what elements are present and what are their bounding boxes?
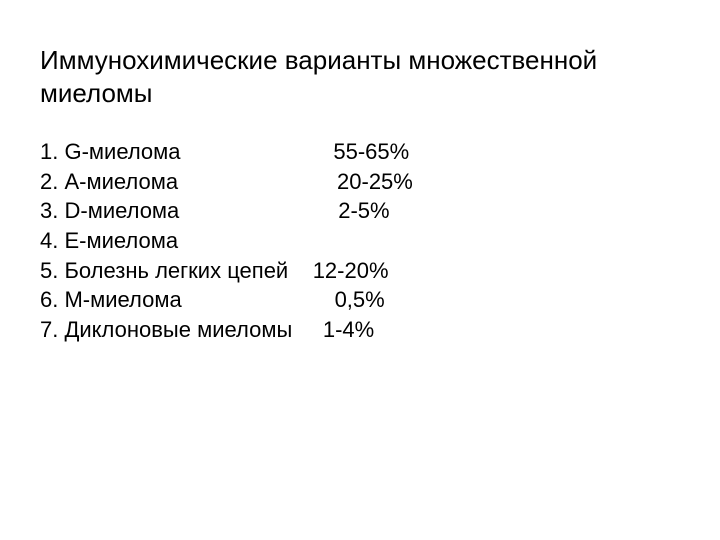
list-item-number: 2. <box>40 167 58 197</box>
list-item-gap <box>292 315 323 345</box>
list-item-gap <box>182 285 335 315</box>
list-item-number: 5. <box>40 256 58 286</box>
page-title: Иммунохимические варианты множественной … <box>40 44 680 109</box>
list-item-gap <box>178 167 337 197</box>
list-item: 7. Диклоновые миеломы 1-4% <box>40 315 680 345</box>
list-item-value: 20-25% <box>337 167 413 197</box>
list-item-gap <box>181 137 334 167</box>
list-item-gap <box>288 256 312 286</box>
list-item-number: 7. <box>40 315 58 345</box>
list-item-value: 2-5% <box>338 196 389 226</box>
list-item-value: 1-4% <box>323 315 374 345</box>
list-item-label: А-миелома <box>64 167 178 197</box>
list-item: 1. G-миелома 55-65% <box>40 137 680 167</box>
list-item-number: 4. <box>40 226 58 256</box>
list-item-number: 3. <box>40 196 58 226</box>
list-item-value: 55-65% <box>333 137 409 167</box>
list-item: 6. М-миелома 0,5% <box>40 285 680 315</box>
list-item-number: 6. <box>40 285 58 315</box>
list-item: 2. А-миелома 20-25% <box>40 167 680 197</box>
list-item-label: Диклоновые миеломы <box>64 315 292 345</box>
list-item-value: 0,5% <box>335 285 385 315</box>
list-item-label: Болезнь легких цепей <box>64 256 288 286</box>
list-item: 5. Болезнь легких цепей 12-20% <box>40 256 680 286</box>
list-item-label: М-миелома <box>64 285 181 315</box>
list-item-number: 1. <box>40 137 58 167</box>
list-item-label: G-миелома <box>64 137 180 167</box>
list-item-label: Е-миелома <box>64 226 178 256</box>
list-item: 3. D-миелома 2-5% <box>40 196 680 226</box>
variant-list: 1. G-миелома 55-65% 2. А-миелома 20-25% … <box>40 137 680 345</box>
list-item-label: D-миелома <box>64 196 179 226</box>
list-item-value: 12-20% <box>313 256 389 286</box>
list-item-gap <box>179 196 338 226</box>
list-item: 4. Е-миелома <box>40 226 680 256</box>
